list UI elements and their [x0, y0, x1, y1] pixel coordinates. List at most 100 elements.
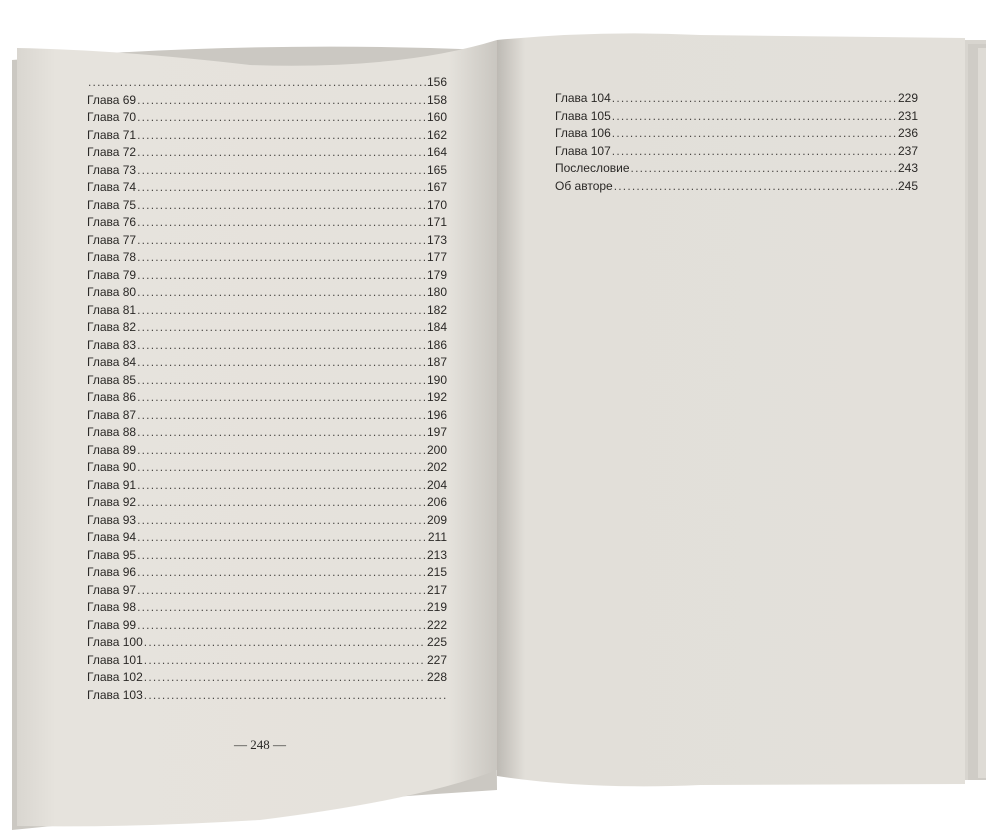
- dot-leader: [137, 198, 426, 212]
- toc-entry-page: 204: [426, 477, 447, 492]
- dot-leader: [137, 215, 426, 229]
- dot-leader: [137, 408, 426, 422]
- toc-entry: Глава 95 213: [87, 548, 447, 564]
- dot-leader: [137, 303, 426, 317]
- toc-entry: Глава 73 165: [87, 163, 447, 179]
- toc-entry: Глава 74 167: [87, 180, 447, 196]
- dot-leader: [631, 161, 897, 175]
- dot-leader: [137, 320, 426, 334]
- toc-entry-page: 192: [426, 390, 447, 404]
- right-page: [497, 33, 965, 787]
- dot-leader: [137, 285, 426, 299]
- toc-entry-label: Послесловие: [555, 161, 630, 176]
- toc-entry: Глава 98 219: [87, 600, 447, 616]
- dot-leader: [144, 653, 426, 667]
- dot-leader: [612, 126, 897, 140]
- dot-leader: [612, 144, 897, 158]
- toc-entry-label: Глава 84: [87, 355, 137, 369]
- toc-entry: Глава 88 197: [87, 425, 447, 441]
- toc-entry-page: 184: [426, 320, 447, 334]
- toc-entry-label: Глава 70: [87, 110, 137, 124]
- toc-entry: Глава 89 200: [87, 443, 447, 459]
- toc-entry: Глава 69 158: [87, 93, 447, 109]
- toc-entry: Глава 103: [87, 688, 447, 704]
- toc-entry-label: Глава 75: [87, 197, 137, 212]
- dot-leader: [137, 355, 426, 369]
- toc-entry-label: Глава 76: [87, 215, 137, 229]
- toc-entry-label: Глава 86: [87, 390, 137, 404]
- toc-entry-page: 186: [426, 337, 447, 352]
- toc-entry-page: 217: [426, 582, 447, 597]
- toc-entry: Глава 97 217: [87, 583, 447, 599]
- toc-entry-label: Глава 99: [87, 617, 137, 632]
- toc-entry-page: 237: [897, 143, 918, 158]
- toc-entry-label: Глава 77: [87, 232, 137, 247]
- toc-entry: 156: [87, 75, 447, 91]
- toc-entry: Послесловие 243: [555, 161, 918, 177]
- toc-entry: Глава 90 202: [87, 460, 447, 476]
- toc-entry: Глава 70 160: [87, 110, 447, 126]
- toc-entry-page: 219: [426, 600, 447, 614]
- toc-entry-label: Глава 89: [87, 442, 137, 457]
- dot-leader: [137, 478, 426, 492]
- dot-leader: [137, 600, 426, 614]
- toc-entry-page: 173: [426, 232, 447, 247]
- toc-entry: Глава 82 184: [87, 320, 447, 336]
- toc-entry-label: Глава 96: [87, 565, 137, 579]
- dot-leader: [137, 425, 426, 439]
- toc-entry: Глава 96 215: [87, 565, 447, 581]
- toc-entry-label: Глава 104: [555, 91, 611, 105]
- dot-leader: [137, 145, 426, 159]
- toc-entry: Глава 85 190: [87, 373, 447, 389]
- dot-leader: [137, 268, 426, 282]
- toc-entry-page: 165: [426, 162, 447, 177]
- toc-entry: Глава 107 237: [555, 144, 918, 160]
- toc-entry-label: Об авторе: [555, 179, 613, 193]
- toc-entry-page: 213: [426, 547, 447, 562]
- toc-entry: Глава 80 180: [87, 285, 447, 301]
- toc-entry-label: Глава 107: [555, 143, 611, 158]
- toc-entry: Глава 102 228: [87, 670, 447, 686]
- toc-entry-label: Глава 90: [87, 460, 137, 474]
- dot-leader: [137, 530, 427, 544]
- toc-entry-page: 182: [426, 302, 447, 317]
- toc-entry-page: 167: [426, 180, 447, 194]
- toc-entry-label: Глава 74: [87, 180, 137, 194]
- toc-entry: Глава 93 209: [87, 513, 447, 529]
- toc-entry: Глава 91 204: [87, 478, 447, 494]
- toc-entry: Глава 78 177: [87, 250, 447, 266]
- toc-entry-page: 211: [427, 530, 447, 544]
- toc-entry-page: 197: [426, 425, 447, 439]
- dot-leader: [137, 460, 426, 474]
- toc-entry-page: 202: [426, 460, 447, 474]
- toc-entry-page: 190: [426, 372, 447, 387]
- toc-entry: Глава 79 179: [87, 268, 447, 284]
- toc-entry: Глава 94 211: [87, 530, 447, 546]
- dot-leader: [612, 91, 897, 105]
- toc-entry: Глава 104 229: [555, 91, 918, 107]
- dot-leader: [144, 670, 426, 684]
- toc-entry-label: Глава 95: [87, 547, 137, 562]
- toc-entry: Глава 87 196: [87, 408, 447, 424]
- toc-entry-label: Глава 94: [87, 530, 137, 544]
- toc-entry-label: Глава 92: [87, 495, 137, 509]
- toc-entry-label: Глава 98: [87, 600, 137, 614]
- toc-entry-page: 228: [426, 670, 447, 684]
- toc-entry: Глава 106 236: [555, 126, 918, 142]
- toc-entry-label: Глава 69: [87, 92, 137, 107]
- dot-leader: [137, 565, 426, 579]
- toc-entry-page: 222: [426, 617, 447, 632]
- toc-entry-label: Глава 106: [555, 126, 611, 141]
- toc-entry-label: Глава 72: [87, 145, 137, 159]
- toc-entry-page: 243: [897, 161, 918, 176]
- dot-leader: [612, 109, 897, 123]
- toc-entry: Глава 81 182: [87, 303, 447, 319]
- toc-entry-page: 179: [426, 267, 447, 282]
- toc-entry-page: 236: [897, 126, 918, 141]
- dot-leader: [88, 75, 426, 89]
- toc-entry-page: 209: [426, 512, 447, 527]
- toc-entry-label: Глава 85: [87, 372, 137, 387]
- toc-entry-label: Глава 79: [87, 267, 137, 282]
- toc-entry-label: Глава 102: [87, 670, 143, 684]
- toc-entry-page: 206: [426, 495, 447, 509]
